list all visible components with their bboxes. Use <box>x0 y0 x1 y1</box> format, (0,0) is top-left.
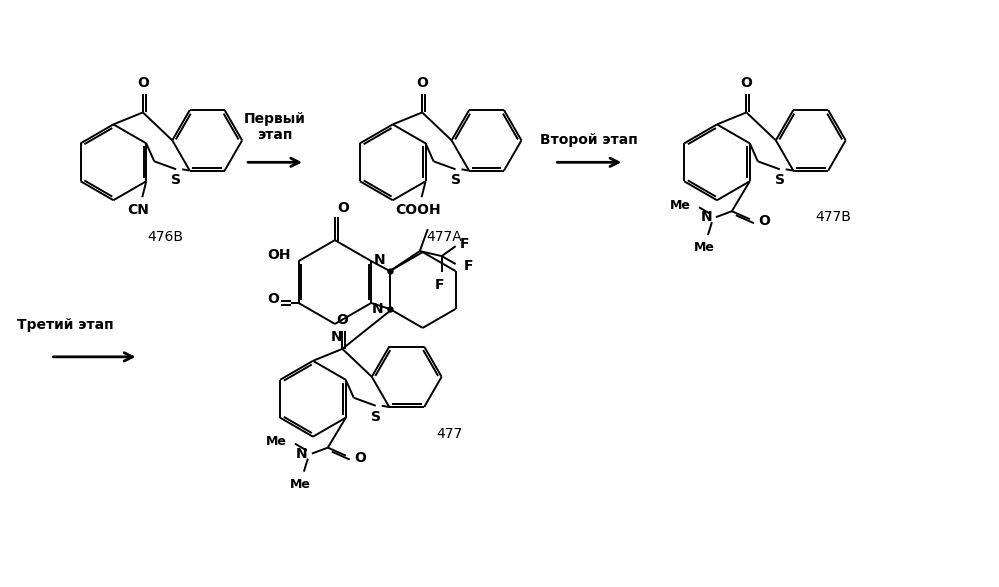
Text: S: S <box>451 173 461 187</box>
Text: O: O <box>337 313 349 327</box>
Text: Me: Me <box>670 199 691 212</box>
Text: Первый
этап: Первый этап <box>244 112 306 143</box>
Text: N: N <box>373 302 384 316</box>
Text: O: O <box>337 201 349 215</box>
Text: Me: Me <box>266 435 287 448</box>
Text: F: F <box>464 259 474 273</box>
Text: N: N <box>331 330 343 344</box>
Text: N: N <box>700 210 712 224</box>
Text: Второй этап: Второй этап <box>540 133 638 147</box>
Text: F: F <box>435 278 445 292</box>
Text: OH: OH <box>267 248 291 262</box>
Text: S: S <box>371 410 381 424</box>
Text: S: S <box>775 173 785 187</box>
Text: COOH: COOH <box>395 203 441 217</box>
Text: 477B: 477B <box>816 210 851 224</box>
Text: O: O <box>267 292 279 306</box>
Text: 477A: 477A <box>427 230 463 244</box>
Text: Me: Me <box>290 478 311 491</box>
Text: 476B: 476B <box>147 230 183 244</box>
Text: F: F <box>460 237 470 251</box>
Text: O: O <box>354 451 366 465</box>
Text: O: O <box>758 214 769 228</box>
Text: Me: Me <box>693 241 714 254</box>
Text: 477: 477 <box>437 427 463 441</box>
Text: O: O <box>417 76 429 90</box>
Text: O: O <box>137 76 149 90</box>
Text: S: S <box>171 173 181 187</box>
Text: N: N <box>297 447 308 461</box>
Text: CN: CN <box>127 203 149 217</box>
Text: Третий этап: Третий этап <box>17 318 114 332</box>
Text: N: N <box>375 253 386 267</box>
Text: O: O <box>740 76 752 90</box>
